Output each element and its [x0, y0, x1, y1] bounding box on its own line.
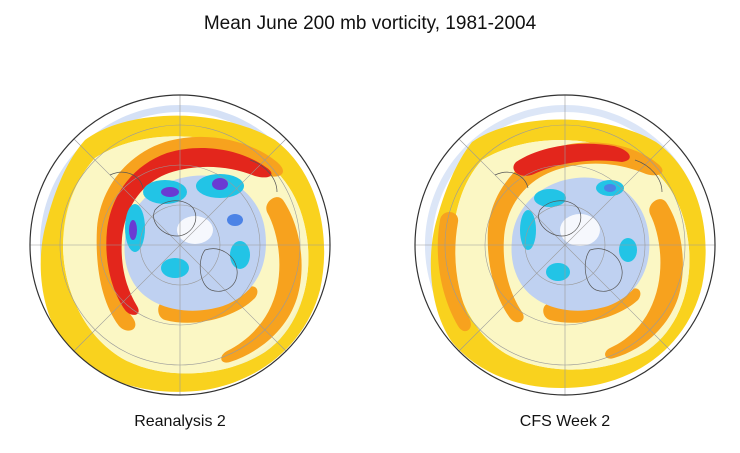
reanalysis-map	[15, 80, 345, 410]
orange-arc	[96, 136, 284, 331]
graticule	[415, 95, 715, 395]
cfs-label: CFS Week 2	[519, 413, 611, 430]
orange-left-band	[437, 211, 471, 332]
map-boundary	[29, 94, 331, 396]
graticule	[30, 95, 330, 395]
coastlines	[494, 159, 663, 292]
figure-title: Mean June 200 mb vorticity, 1981-2004	[203, 13, 537, 34]
map-boundary	[414, 94, 716, 396]
purple-vortex-3	[129, 220, 137, 240]
red-arc	[106, 147, 272, 315]
reanalysis-polar-map	[29, 94, 331, 396]
purple-vortex-1	[161, 187, 179, 197]
medium-blue-vortex	[604, 184, 616, 192]
orange-right-band	[221, 197, 302, 363]
cfs-polar-map	[414, 94, 716, 396]
orange-right-band	[605, 199, 683, 359]
cyan-vortex-4	[161, 258, 189, 278]
reanalysis-label: Reanalysis 2	[134, 413, 226, 430]
purple-vortex-2	[212, 178, 228, 190]
medium-blue-vortex	[227, 214, 243, 226]
orange-arc	[487, 142, 663, 323]
cyan-vortex-1	[534, 189, 566, 207]
cyan-vortex-5	[619, 238, 637, 262]
cyan-vortex-4	[546, 263, 570, 281]
coastlines	[109, 159, 278, 292]
cfs-map	[400, 80, 730, 410]
red-arc	[513, 143, 630, 176]
